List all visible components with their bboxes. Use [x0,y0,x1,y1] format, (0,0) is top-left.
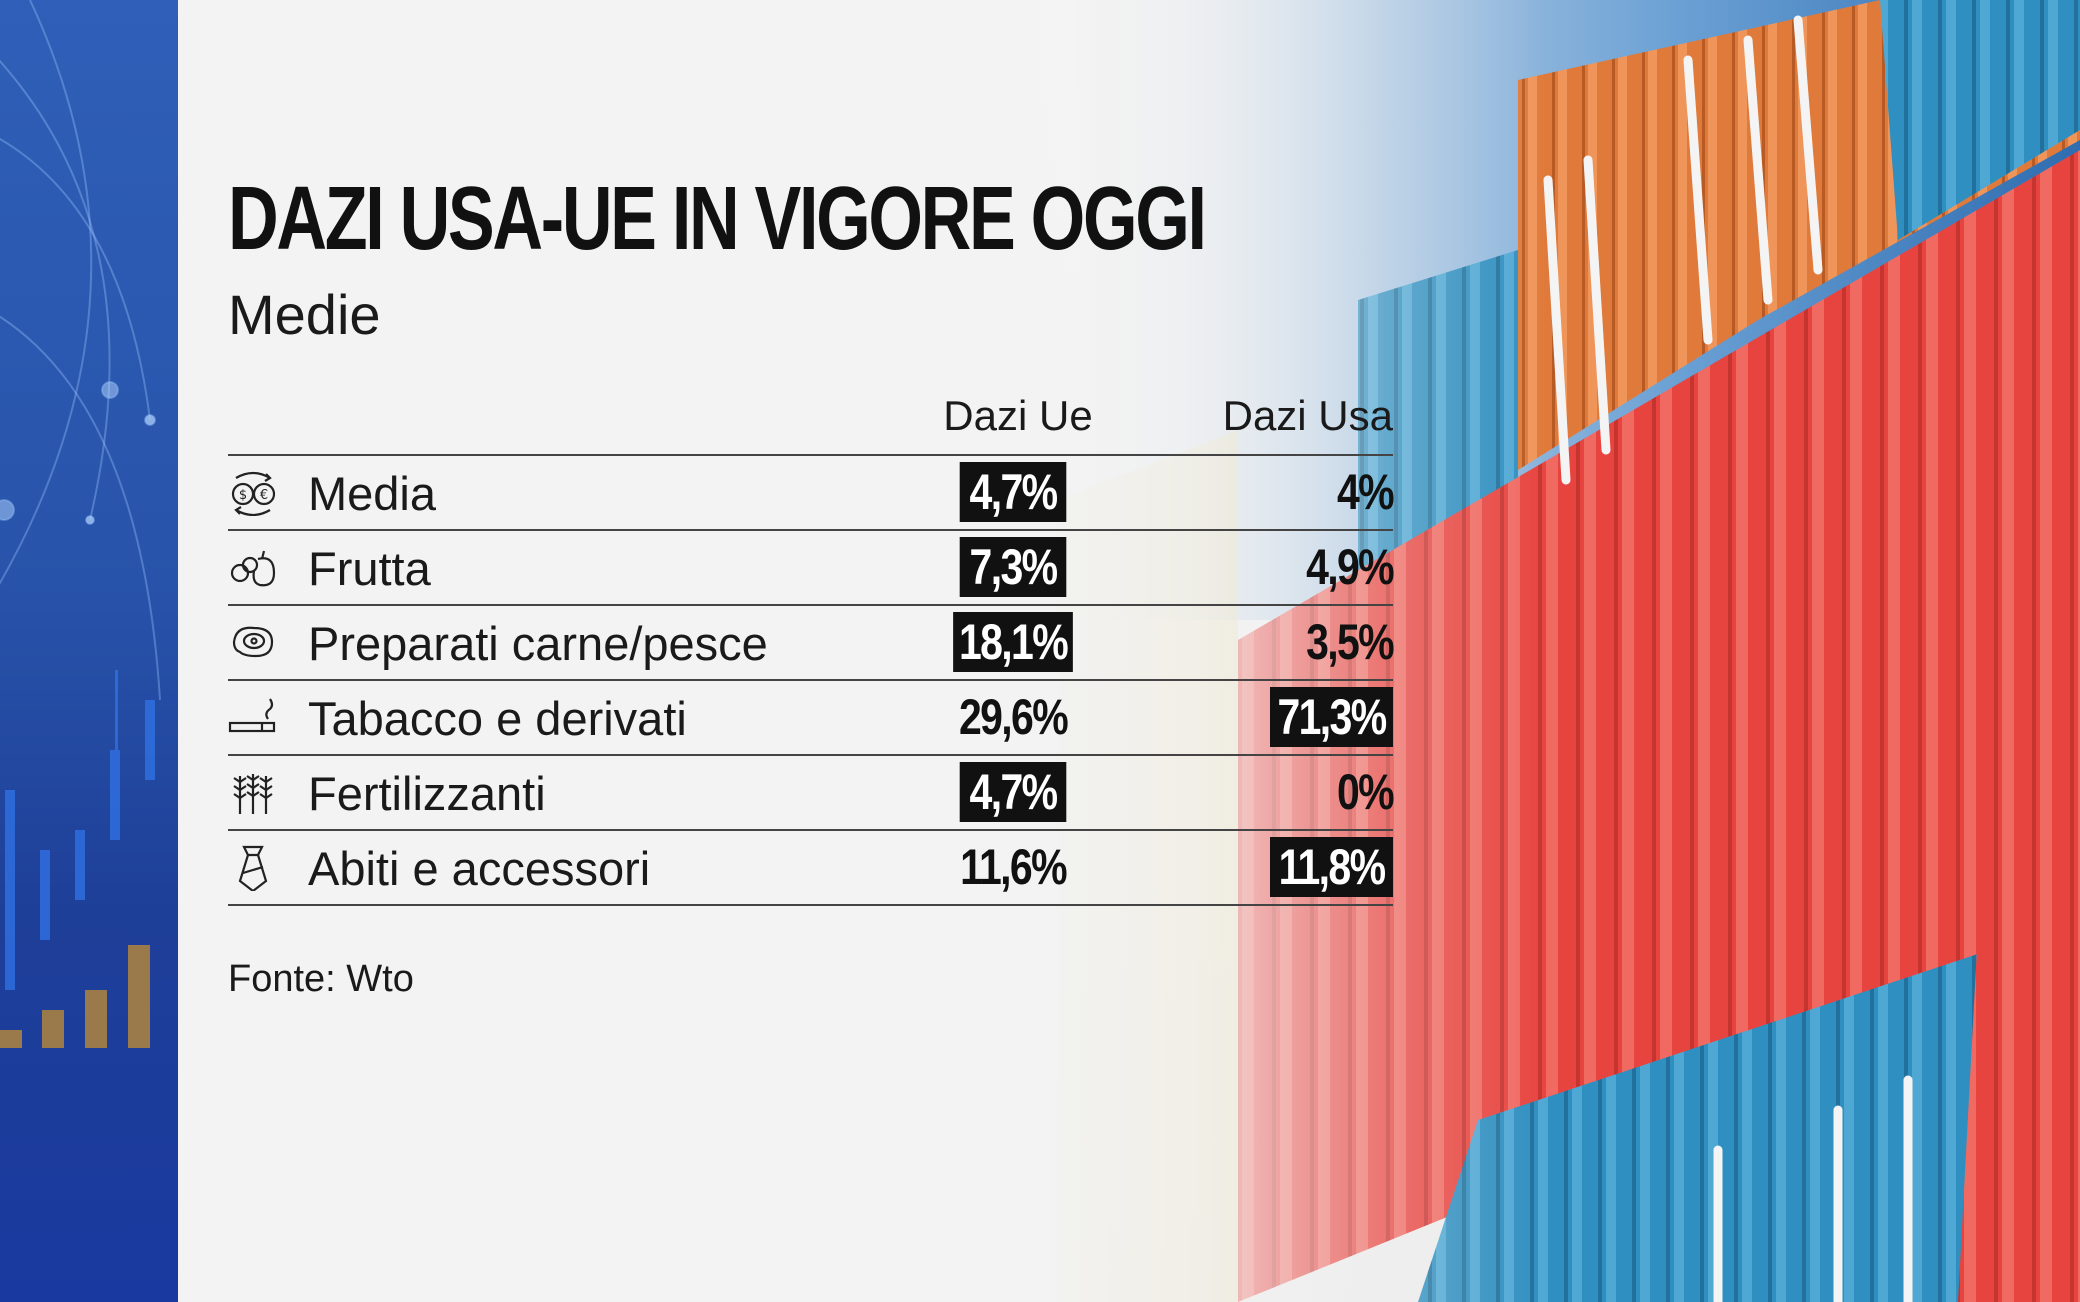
decorative-network-graphic [0,0,161,1048]
meat-fish-icon [232,626,274,658]
svg-text:$: $ [239,488,247,503]
row-label: Abiti e accessori [308,842,651,895]
value-dazi-ue: 29,6% [958,689,1069,745]
page-subtitle: Medie [228,283,381,346]
row-label: Media [308,467,437,520]
tie-icon [238,845,268,891]
column-header-dazi-usa: Dazi Usa [1222,392,1393,439]
value-dazi-usa: 4,9% [1306,539,1395,595]
row-label: Tabacco e derivati [308,692,687,745]
column-header-dazi-ue: Dazi Ue [943,392,1093,439]
background-fade-overlay [178,0,2080,1302]
tariff-table: $ € Media 4,7% 4% Frutta 7,3% 4,9 [228,454,1395,906]
currency-exchange-icon: $ € [231,471,276,516]
wheat-icon [233,774,273,814]
table-row-frutta: Frutta 7,3% 4,9% [228,529,1395,604]
table-row-fertilizzanti: Fertilizzanti 4,7% 0% [228,754,1395,829]
value-dazi-ue: 4,7% [959,462,1067,522]
value-dazi-ue: 7,3% [959,537,1067,597]
value-dazi-usa: 4% [1337,464,1395,520]
main-panel: DAZI USA-UE IN VIGORE OGGI Medie Dazi Ue… [178,0,2080,1302]
row-label: Preparati carne/pesce [308,617,768,670]
svg-text:€: € [260,488,268,503]
left-decorative-strip [0,0,178,1302]
value-dazi-ue: 11,6% [960,839,1067,895]
value-dazi-ue: 4,7% [959,762,1067,822]
table-row-abiti: Abiti e accessori 11,6% 11,8% [228,829,1393,906]
value-dazi-ue: 18,1% [953,612,1073,672]
table-row-media: $ € Media 4,7% 4% [228,454,1395,529]
cigarette-icon [228,698,276,733]
table-row-preparati: Preparati carne/pesce 18,1% 3,5% [228,604,1395,679]
value-dazi-usa: 71,3% [1270,687,1393,747]
value-dazi-usa: 0% [1337,764,1395,820]
row-label: Fertilizzanti [308,767,546,820]
page-title: DAZI USA-UE IN VIGORE OGGI [228,169,1207,269]
row-label: Frutta [308,542,431,595]
fruit-icon [230,550,276,587]
value-dazi-usa: 11,8% [1270,837,1393,897]
source-note: Fonte: Wto [228,958,414,1000]
infographic-content: DAZI USA-UE IN VIGORE OGGI Medie Dazi Ue… [178,0,2080,1302]
value-dazi-usa: 3,5% [1306,614,1395,670]
table-row-tabacco: Tabacco e derivati 29,6% 71,3% [228,679,1393,754]
